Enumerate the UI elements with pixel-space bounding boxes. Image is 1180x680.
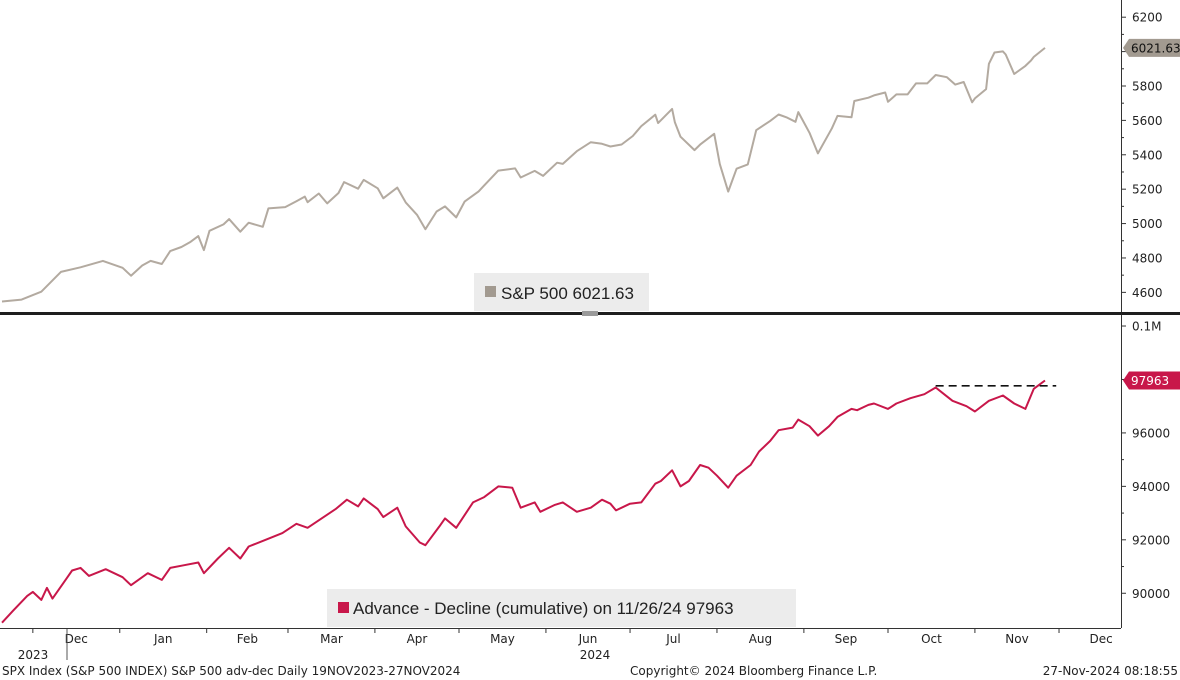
x-year-label: 2024 (580, 648, 611, 662)
sp500-y-tick-label: 5000 (1132, 217, 1163, 231)
advance-decline-y-tick-label: 0.1M (1132, 320, 1161, 334)
x-month-label: Nov (1005, 632, 1028, 646)
advance-decline-y-tick-label: 96000 (1132, 426, 1170, 440)
sp500-last-value-label: 6021.63 (1131, 41, 1180, 55)
x-axis: Dec Jan Feb Mar Apr May Jun Jul Aug Sep Oct Nov Dec 2… (18, 628, 1113, 662)
panel-divider-grip (582, 311, 598, 316)
sp500-series-line (1, 47, 1046, 303)
advance-decline-legend-swatch (338, 602, 349, 613)
sp500-legend-swatch (485, 286, 496, 297)
sp500-legend: S&P 500 6021.63 (474, 273, 649, 311)
x-month-label: Jun (578, 632, 598, 646)
x-month-label: Feb (237, 632, 258, 646)
x-month-label: Aug (749, 632, 772, 646)
advance-decline-legend: Advance - Decline (cumulative) on 11/26/… (327, 589, 796, 627)
sp500-y-tick-label: 5800 (1132, 79, 1163, 93)
advance-decline-series-line (1, 379, 1046, 624)
sp500-last-value-tag (1123, 38, 1180, 57)
sp500-y-tick-label: 4800 (1132, 251, 1163, 265)
sp500-legend-box (474, 273, 649, 311)
advance-decline-last-value-label: 97963 (1131, 374, 1169, 388)
x-month-label: Dec (65, 632, 88, 646)
x-year-label: 2023 (18, 648, 49, 662)
x-month-label: Oct (921, 632, 942, 646)
sp500-legend-label: S&P 500 6021.63 (501, 284, 634, 303)
x-month-label: Dec (1089, 632, 1112, 646)
sp500-panel: 4600480050005200540056005800600062006021… (1, 11, 1180, 303)
x-month-label: Apr (407, 632, 428, 646)
advance-decline-panel: 90000 92000 94000 96000 0.1M 97963 (1, 320, 1180, 624)
x-month-label: Mar (320, 632, 343, 646)
x-month-label: May (490, 632, 515, 646)
advance-decline-y-tick-label: 94000 (1132, 480, 1170, 494)
sp500-y-tick-label: 5600 (1132, 114, 1163, 128)
security-description: SPX Index (S&P 500 INDEX) S&P 500 adv-de… (2, 664, 461, 678)
x-month-label: Sep (835, 632, 858, 646)
copyright-notice: Copyright© 2024 Bloomberg Finance L.P. (630, 664, 878, 678)
sp500-y-tick-label: 4600 (1132, 286, 1163, 300)
advance-decline-y-tick-label: 90000 (1132, 587, 1170, 601)
advance-decline-legend-box (327, 589, 796, 627)
sp500-y-tick-label: 5200 (1132, 183, 1163, 197)
x-month-label: Jan (153, 632, 173, 646)
advance-decline-y-tick-label: 92000 (1132, 533, 1170, 547)
x-month-label: Jul (665, 632, 680, 646)
advance-decline-legend-label: Advance - Decline (cumulative) on 11/26/… (353, 599, 734, 618)
advance-decline-last-value-tag (1123, 371, 1180, 390)
sp500-y-tick-label: 6200 (1132, 11, 1163, 25)
sp500-y-tick-label: 5400 (1132, 148, 1163, 162)
timestamp: 27-Nov-2024 08:18:55 (1042, 664, 1178, 678)
panel-frame (0, 0, 1180, 629)
